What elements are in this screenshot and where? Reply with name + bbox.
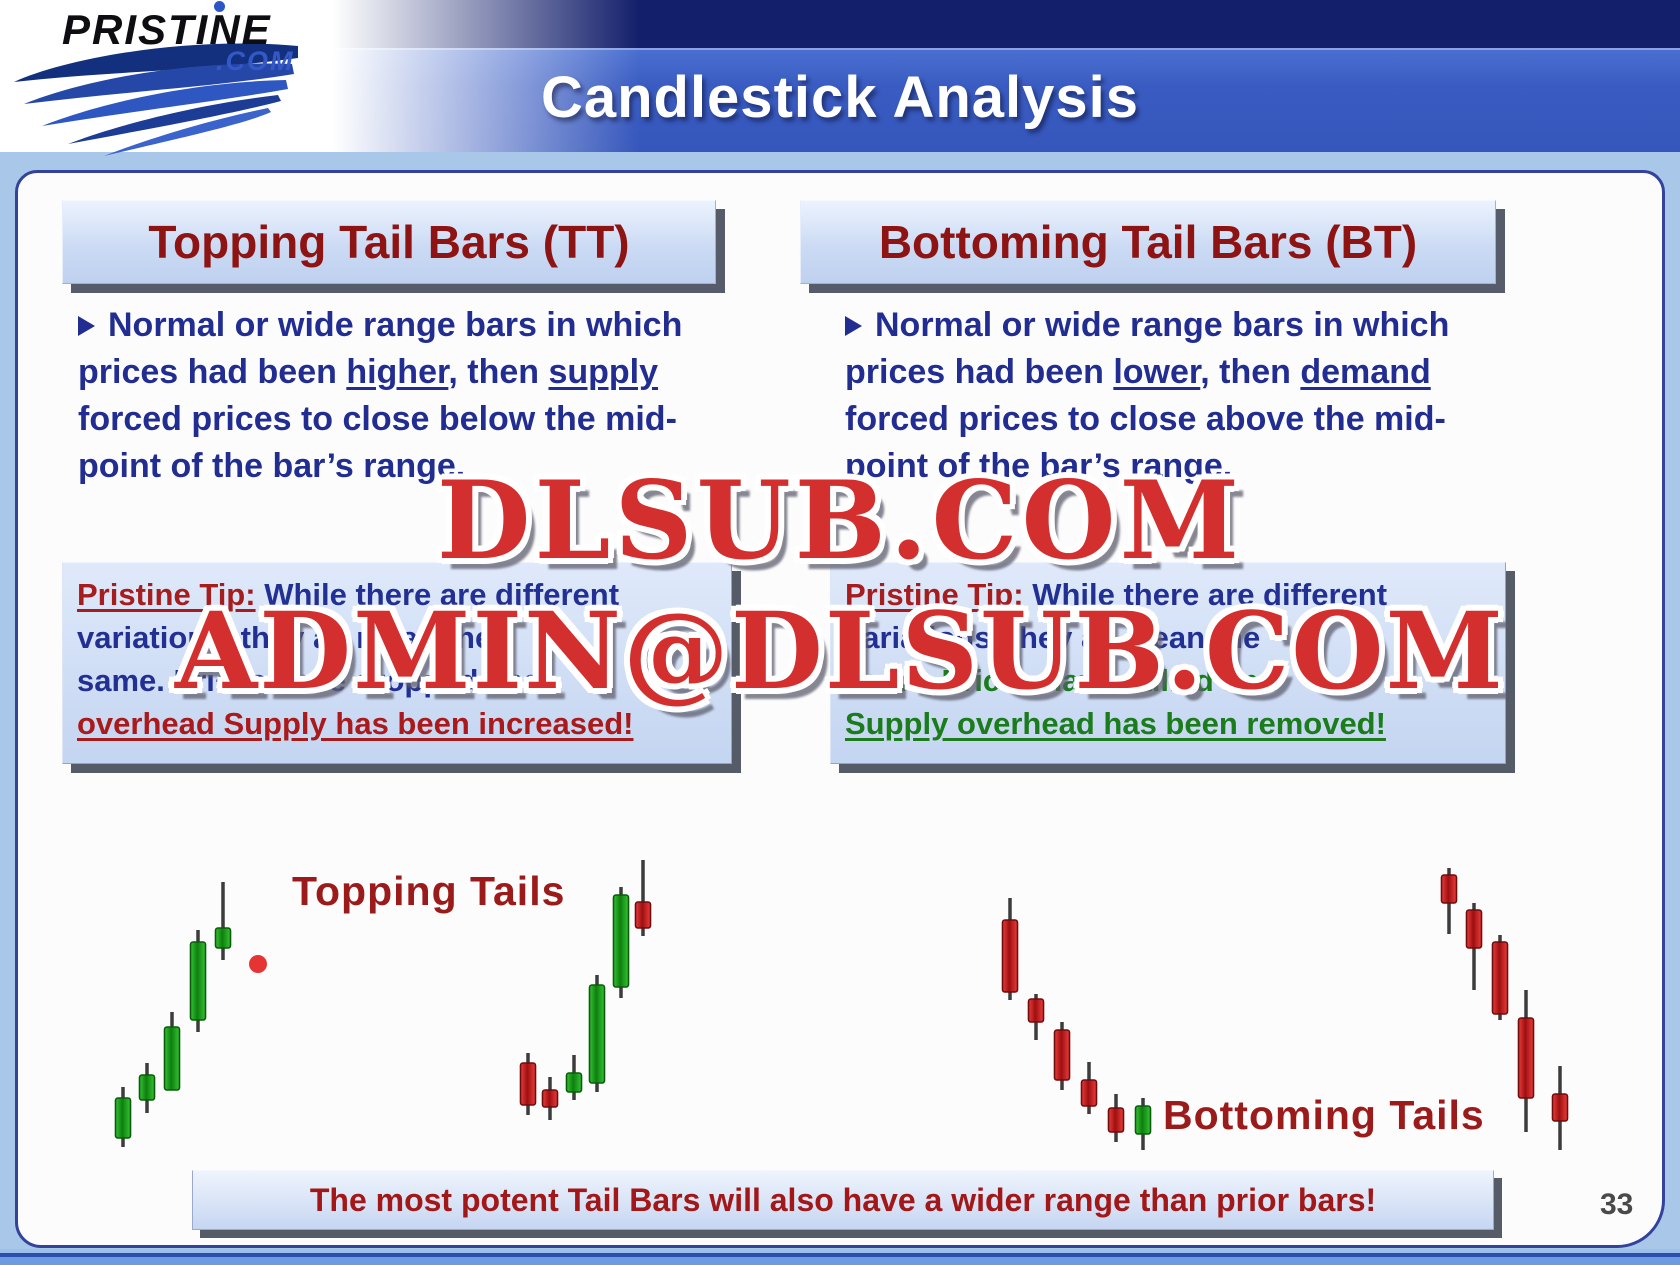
tt-bullet-pre: Normal or wide range bars in which price… xyxy=(78,306,683,391)
bottoming-tails-label: Bottoming Tails xyxy=(1163,1092,1485,1138)
header: PRISTINE .COM Candlestick Analysis xyxy=(0,0,1680,156)
tip-left-line4: overhead Supply has been increased! xyxy=(77,706,634,741)
tt-bullet-underline-2: supply xyxy=(548,353,659,391)
bt-bullet-mid: , then xyxy=(1200,353,1301,391)
bt-bullet-underline-2: demand xyxy=(1300,353,1431,391)
logo-dot-icon xyxy=(214,1,225,12)
bottom-banner-text: The most potent Tail Bars will also have… xyxy=(309,1181,1377,1218)
tip-right-line3: same. Prices have rallied and xyxy=(845,663,1278,698)
watermark-line1: DLSUB.COM xyxy=(436,458,1244,584)
heading-topping-tail-bars: Topping Tail Bars (TT) xyxy=(62,200,716,284)
pristine-tip-box-left: Pristine Tip: While there are different … xyxy=(62,562,732,764)
bt-bullet: Normal or wide range bars in which price… xyxy=(845,302,1485,490)
tip-right-line2: variations, they all mean the xyxy=(845,620,1261,655)
tip-right-label: Pristine Tip: xyxy=(845,577,1024,612)
tt-bullet-post: forced prices to close below the mid-poi… xyxy=(78,400,677,485)
brand-text: PRISTINE xyxy=(62,6,272,53)
bt-bullet-pre: Normal or wide range bars in which price… xyxy=(845,306,1450,391)
tip-left-line2: variations, they all mean the xyxy=(77,620,493,655)
tt-bullet-mid: , then xyxy=(448,353,549,391)
tt-bullet-underline-1: higher xyxy=(346,353,449,391)
topping-tails-label: Topping Tails xyxy=(292,868,566,914)
brand-tld-text: .COM xyxy=(216,46,295,76)
tip-right-line1: Pristine Tip: While there are different xyxy=(845,573,1491,616)
bullet-arrow-icon xyxy=(78,316,95,336)
tip-left-line1: Pristine Tip: While there are different xyxy=(77,573,717,616)
bottom-banner: The most potent Tail Bars will also have… xyxy=(192,1170,1494,1230)
tip-left-label: Pristine Tip: xyxy=(77,577,256,612)
bt-bullet-underline-1: lower xyxy=(1113,353,1201,391)
tt-bullet: Normal or wide range bars in which price… xyxy=(78,302,690,490)
bt-bullet-post: forced prices to close above the mid-poi… xyxy=(845,400,1446,485)
tip-left-line1-rest: While there are different xyxy=(255,577,620,612)
footer-strip xyxy=(0,1249,1680,1265)
heading-bt-text: Bottoming Tail Bars (BT) xyxy=(878,216,1418,268)
tip-left-line3: same. Prices have dropped and xyxy=(77,663,543,698)
wing-icon xyxy=(14,43,298,156)
slide-title: Candlestick Analysis xyxy=(540,65,1140,130)
heading-bottoming-tail-bars: Bottoming Tail Bars (BT) xyxy=(800,200,1496,284)
page-number: 33 xyxy=(1600,1188,1634,1221)
pristine-logo: PRISTINE .COM xyxy=(0,0,640,156)
heading-tt-text: Topping Tail Bars (TT) xyxy=(148,216,630,268)
watermark-line2: ADMIN@DLSUB.COM xyxy=(175,588,1505,713)
tip-right-line1-rest: While there are different xyxy=(1023,577,1388,612)
bullet-arrow-icon xyxy=(845,316,862,336)
pristine-tip-box-right: Pristine Tip: While there are different … xyxy=(830,562,1506,764)
tip-right-line4: Supply overhead has been removed! xyxy=(845,706,1386,741)
